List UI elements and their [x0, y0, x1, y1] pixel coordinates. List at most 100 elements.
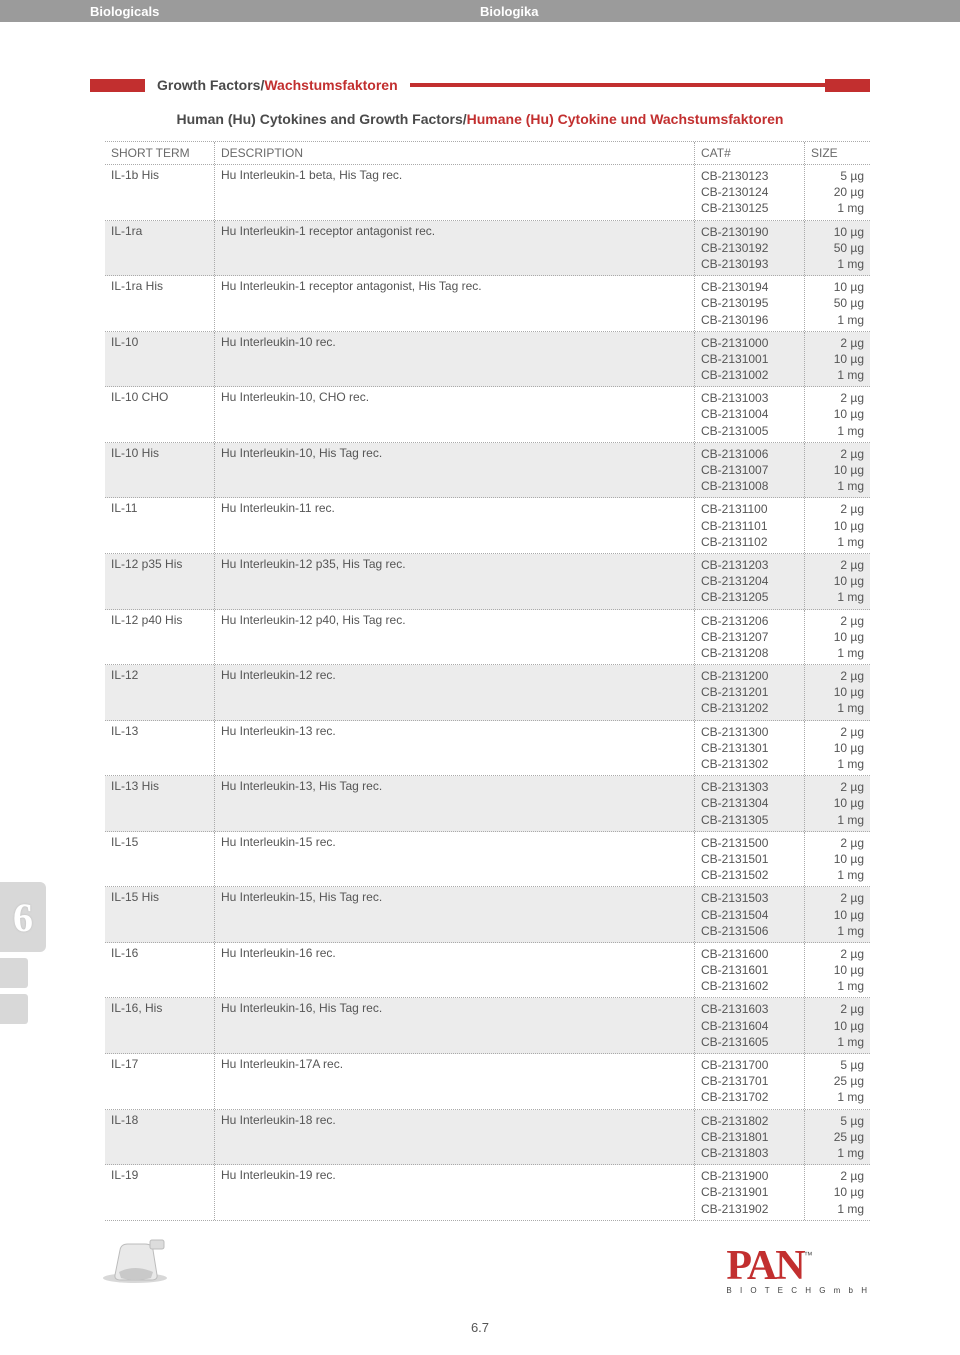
cat-number: CB-2131900: [701, 1168, 798, 1184]
cat-number: CB-2131008: [701, 478, 798, 494]
table-row: IL-16Hu Interleukin-16 rec.CB-2131600CB-…: [105, 943, 870, 999]
cell-cat: CB-2131003CB-2131004CB-2131005: [695, 387, 805, 442]
col-description: DESCRIPTION: [215, 142, 695, 164]
cell-size: 2 µg10 µg1 mg: [805, 387, 870, 442]
cell-short-term: IL-12 p40 His: [105, 610, 215, 665]
cell-size: 5 µg20 µg1 mg: [805, 165, 870, 220]
cat-number: CB-2131004: [701, 406, 798, 422]
cell-size: 10 µg50 µg1 mg: [805, 221, 870, 276]
cell-description: Hu Interleukin-15, His Tag rec.: [215, 887, 695, 942]
footer: PAN™ B I O T E C H G m b H 6.7: [0, 1195, 960, 1355]
accent-block-icon: [90, 79, 145, 92]
cat-number: CB-2130123: [701, 168, 798, 184]
cell-size: 2 µg10 µg1 mg: [805, 887, 870, 942]
cat-number: CB-2131303: [701, 779, 798, 795]
size-value: 10 µg: [811, 462, 864, 478]
cell-description: Hu Interleukin-10, His Tag rec.: [215, 443, 695, 498]
cat-number: CB-2131603: [701, 1001, 798, 1017]
size-value: 2 µg: [811, 501, 864, 517]
accent-line-icon: [410, 83, 825, 87]
cat-number: CB-2131102: [701, 534, 798, 550]
size-value: 2 µg: [811, 446, 864, 462]
cat-number: CB-2131604: [701, 1018, 798, 1034]
cat-number: CB-2131200: [701, 668, 798, 684]
cell-short-term: IL-12 p35 His: [105, 554, 215, 609]
table-row: IL-12 p40 HisHu Interleukin-12 p40, His …: [105, 610, 870, 666]
cat-number: CB-2131101: [701, 518, 798, 534]
size-value: 10 µg: [811, 629, 864, 645]
cell-size: 2 µg10 µg1 mg: [805, 943, 870, 998]
table-row: IL-12 p35 HisHu Interleukin-12 p35, His …: [105, 554, 870, 610]
cell-cat: CB-2131006CB-2131007CB-2131008: [695, 443, 805, 498]
cell-size: 2 µg10 µg1 mg: [805, 998, 870, 1053]
table-row: IL-10 HisHu Interleukin-10, His Tag rec.…: [105, 443, 870, 499]
cat-number: CB-2131502: [701, 867, 798, 883]
cat-number: CB-2130193: [701, 256, 798, 272]
size-value: 1 mg: [811, 867, 864, 883]
size-value: 1 mg: [811, 978, 864, 994]
cat-number: CB-2131001: [701, 351, 798, 367]
cell-cat: CB-2130194CB-2130195CB-2130196: [695, 276, 805, 331]
col-cat: CAT#: [695, 142, 805, 164]
side-strip-icon: [0, 994, 28, 1024]
cell-short-term: IL-1ra His: [105, 276, 215, 331]
cell-cat: CB-2131300CB-2131301CB-2131302: [695, 721, 805, 776]
cat-number: CB-2131602: [701, 978, 798, 994]
cell-short-term: IL-11: [105, 498, 215, 553]
section-title-row: Growth Factors/Wachstumsfaktoren: [90, 77, 870, 93]
cell-short-term: IL-16, His: [105, 998, 215, 1053]
size-value: 2 µg: [811, 835, 864, 851]
section-title: Growth Factors/Wachstumsfaktoren: [157, 77, 398, 93]
size-value: 1 mg: [811, 589, 864, 605]
cat-number: CB-2131506: [701, 923, 798, 939]
size-value: 1 mg: [811, 645, 864, 661]
cell-short-term: IL-10 CHO: [105, 387, 215, 442]
cat-number: CB-2130190: [701, 224, 798, 240]
cat-number: CB-2131208: [701, 645, 798, 661]
header-left: Biologicals: [0, 4, 480, 19]
table-row: IL-17Hu Interleukin-17A rec.CB-2131700CB…: [105, 1054, 870, 1110]
cell-description: Hu Interleukin-16, His Tag rec.: [215, 998, 695, 1053]
cell-size: 2 µg10 µg1 mg: [805, 332, 870, 387]
size-value: 1 mg: [811, 1089, 864, 1105]
cat-number: CB-2131000: [701, 335, 798, 351]
cell-short-term: IL-13: [105, 721, 215, 776]
cat-number: CB-2131203: [701, 557, 798, 573]
catalog-table: SHORT TERM DESCRIPTION CAT# SIZE IL-1b H…: [105, 141, 870, 1221]
size-value: 1 mg: [811, 200, 864, 216]
cat-number: CB-2130124: [701, 184, 798, 200]
subtitle: Human (Hu) Cytokines and Growth Factors/…: [90, 111, 870, 127]
cat-number: CB-2131006: [701, 446, 798, 462]
size-value: 10 µg: [811, 518, 864, 534]
size-value: 5 µg: [811, 1057, 864, 1073]
cell-short-term: IL-15: [105, 832, 215, 887]
cat-number: CB-2131003: [701, 390, 798, 406]
header-bar: Biologicals Biologika: [0, 0, 960, 22]
cell-cat: CB-2131100CB-2131101CB-2131102: [695, 498, 805, 553]
cat-number: CB-2131201: [701, 684, 798, 700]
cell-description: Hu Interleukin-12 p40, His Tag rec.: [215, 610, 695, 665]
table-row: IL-10 CHOHu Interleukin-10, CHO rec.CB-2…: [105, 387, 870, 443]
size-value: 2 µg: [811, 668, 864, 684]
cat-number: CB-2131202: [701, 700, 798, 716]
size-value: 2 µg: [811, 946, 864, 962]
table-row: IL-1raHu Interleukin-1 receptor antagoni…: [105, 221, 870, 277]
cat-number: CB-2131701: [701, 1073, 798, 1089]
cat-number: CB-2131100: [701, 501, 798, 517]
side-strips: [0, 958, 28, 1030]
cell-cat: CB-2131200CB-2131201CB-2131202: [695, 665, 805, 720]
size-value: 1 mg: [811, 700, 864, 716]
size-value: 10 µg: [811, 684, 864, 700]
cat-number: CB-2131205: [701, 589, 798, 605]
cat-number: CB-2131801: [701, 1129, 798, 1145]
side-tab: 6: [0, 882, 46, 952]
cell-cat: CB-2130123CB-2130124CB-2130125: [695, 165, 805, 220]
cell-short-term: IL-15 His: [105, 887, 215, 942]
table-row: IL-11Hu Interleukin-11 rec.CB-2131100CB-…: [105, 498, 870, 554]
cell-description: Hu Interleukin-13 rec.: [215, 721, 695, 776]
section-title-de: Wachstumsfaktoren: [264, 77, 397, 93]
cell-description: Hu Interleukin-16 rec.: [215, 943, 695, 998]
cell-description: Hu Interleukin-12 rec.: [215, 665, 695, 720]
cell-short-term: IL-18: [105, 1110, 215, 1165]
cell-size: 2 µg10 µg1 mg: [805, 665, 870, 720]
